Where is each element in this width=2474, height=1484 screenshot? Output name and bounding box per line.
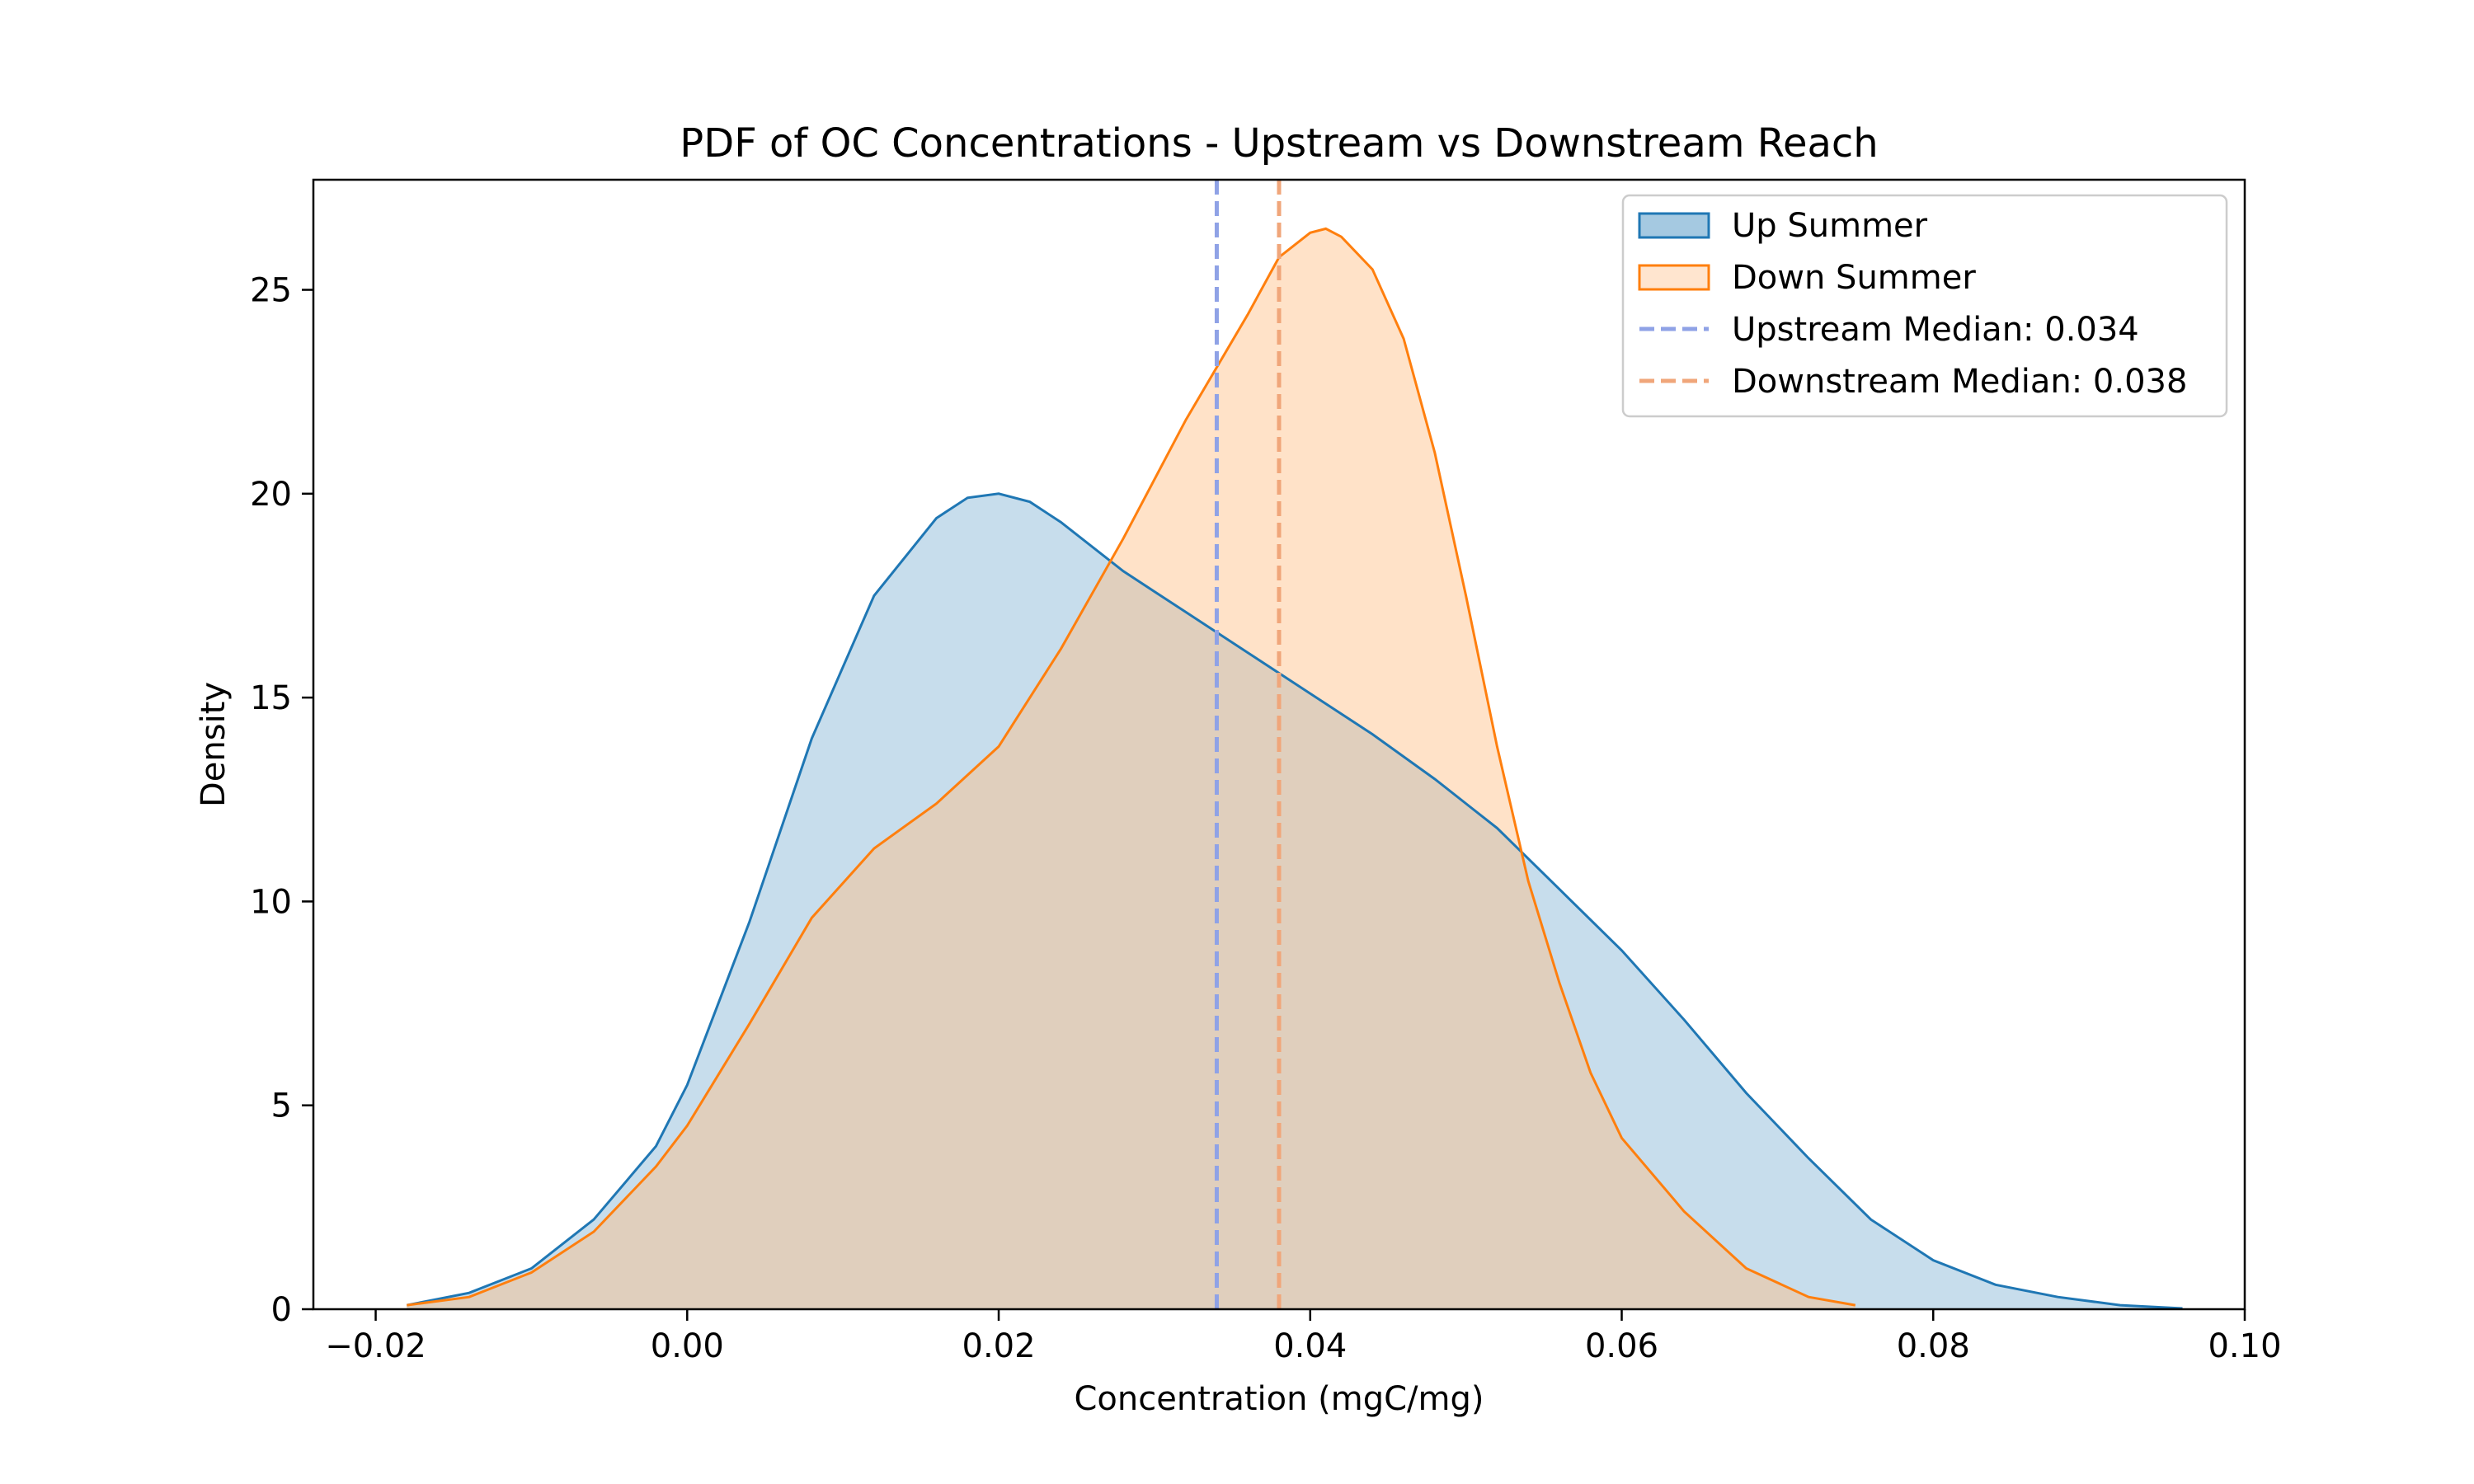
axes: −0.02 0.00 0.02 0.04 0.06 0.08 0.10 0 5 10 15 20 25 (250, 178, 2282, 1365)
plot-frame (312, 178, 2246, 1311)
x-tick-label: 0.10 (2208, 1327, 2281, 1365)
x-axis-label: Concentration (mgC/mg) (1074, 1380, 1484, 1418)
x-tick-label: 0.00 (651, 1327, 724, 1365)
legend-swatch-down-summer (1638, 264, 1710, 291)
legend-label-up-summer: Up Summer (1732, 207, 1928, 245)
y-tick-label: 20 (250, 476, 292, 514)
legend-label-upstream-median-0-034: Upstream Median: 0.034 (1732, 311, 2139, 349)
y-tick-label: 25 (250, 272, 292, 310)
x-tick-label: 0.04 (1273, 1327, 1347, 1365)
y-tick-label: 15 (250, 679, 292, 717)
y-tick-label: 10 (250, 883, 292, 921)
y-tick-label: 5 (271, 1087, 292, 1125)
series-area-down-summer (407, 228, 1856, 1309)
x-tick-label: −0.02 (325, 1327, 426, 1365)
plot-area (407, 180, 2183, 1310)
chart-title: PDF of OC Concentrations - Upstream vs D… (680, 120, 1878, 167)
legend-label-downstream-median-0-038: Downstream Median: 0.038 (1732, 363, 2187, 401)
legend: Up Summer Down Summer Upstream Median: 0.0… (1621, 194, 2228, 418)
legend-box (1621, 194, 2228, 418)
series-line-down-summer (407, 227, 1856, 1307)
x-tick-label: 0.06 (1585, 1327, 1658, 1365)
x-tick-label: 0.08 (1897, 1327, 1970, 1365)
y-axis-label: Density (195, 682, 233, 807)
x-tick-label: 0.02 (962, 1327, 1036, 1365)
series-area-up-summer (407, 493, 2183, 1309)
legend-swatch-up-summer (1638, 212, 1710, 239)
y-tick-label: 0 (271, 1291, 292, 1329)
legend-label-down-summer: Down Summer (1732, 259, 1976, 297)
